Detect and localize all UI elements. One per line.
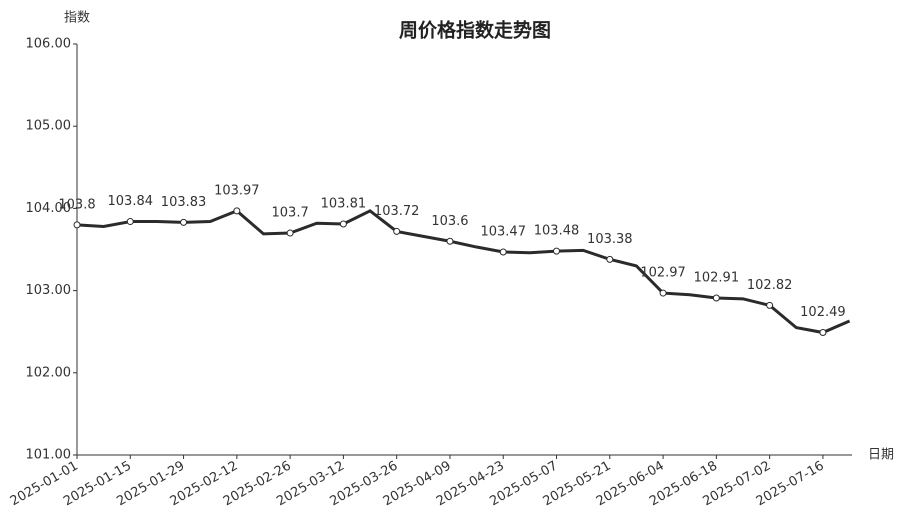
point: [446, 237, 454, 245]
x-axis-label: 日期: [868, 448, 894, 463]
value-label: 103.48: [534, 224, 580, 239]
y-tick-label: 103.00: [26, 283, 72, 298]
point: [499, 248, 507, 256]
point: [659, 289, 667, 297]
point: [339, 220, 347, 228]
point: [286, 229, 294, 237]
y-tick-label: 102.00: [26, 365, 72, 380]
value-label: 103.97: [214, 183, 260, 198]
y-tick-label: 106.00: [26, 37, 72, 52]
value-label: 103.7: [272, 206, 309, 221]
y-axis-label: 指数: [64, 11, 90, 26]
point: [553, 247, 561, 255]
point: [766, 301, 774, 309]
value-label: 103.81: [321, 197, 367, 212]
point: [73, 221, 81, 229]
value-label: 102.97: [640, 266, 686, 281]
point: [126, 218, 134, 226]
value-label: 103.47: [480, 224, 526, 239]
point: [606, 255, 614, 263]
chart-title: 周价格指数走势图: [399, 19, 551, 42]
value-label: 103.38: [587, 232, 633, 247]
value-label: 103.84: [108, 194, 154, 209]
line: [76, 209, 851, 335]
value-label: 103.6: [431, 214, 468, 229]
value-label: 103.8: [58, 197, 95, 212]
y-tick-label: 101.00: [26, 448, 72, 463]
value-label: 102.91: [694, 270, 740, 285]
y-tick-label: 105.00: [26, 119, 72, 134]
value-label: 102.82: [747, 278, 793, 293]
y-tick-label: 104.00: [26, 201, 72, 216]
value-label: 103.72: [374, 204, 420, 219]
point: [233, 207, 241, 215]
point: [712, 294, 720, 302]
point: [180, 218, 188, 226]
value-label: 103.83: [161, 195, 207, 210]
value-label: 102.49: [800, 305, 846, 320]
point: [393, 227, 401, 235]
point: [819, 329, 827, 337]
